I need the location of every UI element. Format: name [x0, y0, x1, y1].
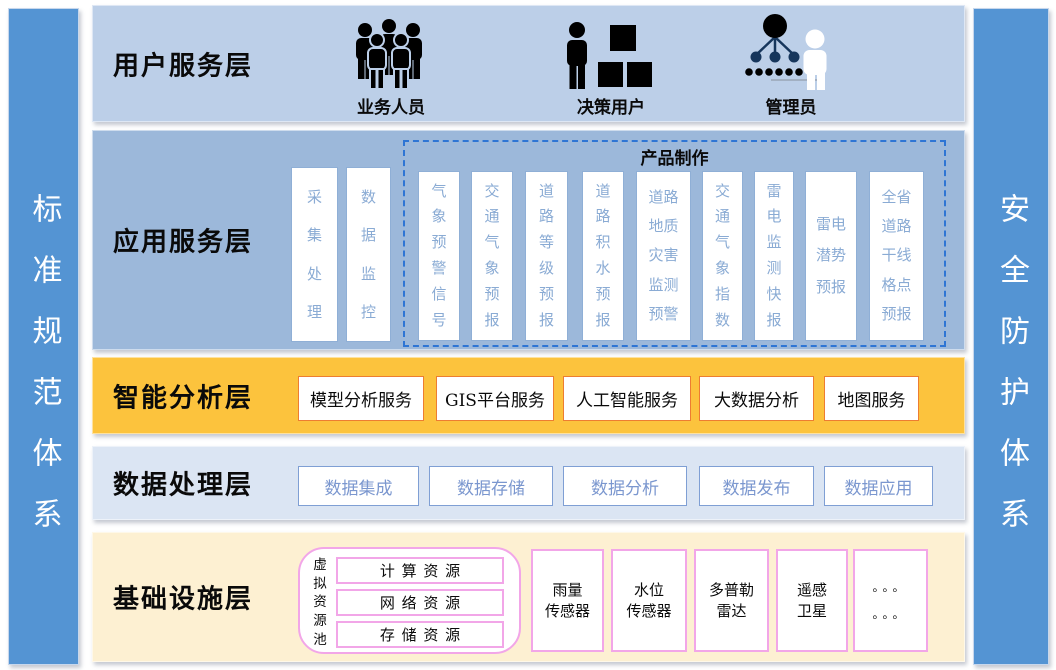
- device-water-level-sensor: 水位 传感器: [611, 549, 687, 652]
- role-decision-user: 决策用户: [556, 12, 666, 118]
- app-item-data-monitor: 数 据 监 控: [346, 167, 391, 342]
- resource-item-network: 网络资源: [336, 589, 504, 616]
- layer-data-processing-label: 数据处理层: [113, 470, 254, 501]
- product-item-lightning-monitor-report: 雷 电 监 测 快 报: [754, 171, 794, 341]
- analysis-item-bigdata: 大数据分析: [699, 376, 814, 421]
- virtual-resource-pool-label: 虚 拟 资 源 池: [313, 557, 327, 648]
- device-remote-sensing-satellite: 遥感 卫星: [776, 549, 848, 652]
- role-business-staff-label: 业务人员: [357, 98, 425, 118]
- data-item-application: 数据应用: [824, 466, 933, 506]
- data-item-publish: 数据发布: [699, 466, 814, 506]
- product-item-lightning-potential-forecast: 雷电 潜势 预报: [805, 171, 857, 341]
- analysis-item-ai-service: 人工智能服务: [563, 376, 691, 421]
- layer-app-service-label: 应用服务层: [113, 227, 254, 258]
- layer-analysis-label: 智能分析层: [113, 383, 254, 413]
- data-item-integration: 数据集成: [298, 466, 419, 506]
- left-pillar: 标准规范体系: [8, 8, 79, 665]
- right-pillar-label: 安全防护体系: [994, 192, 1029, 559]
- app-item-collect-process: 采 集 处 理: [291, 167, 338, 342]
- layer-app-service: 应用服务层 采 集 处 理 数 据 监 控 产品制作 气 象 预 警 信 号 交…: [92, 130, 965, 350]
- device-doppler-radar: 多普勒 雷达: [694, 549, 769, 652]
- role-admin: 管理员: [736, 12, 846, 118]
- layer-analysis: 智能分析层 模型分析服务 GIS平台服务 人工智能服务 大数据分析 地图服务: [92, 357, 965, 434]
- device-rain-sensor: 雨量 传感器: [531, 549, 604, 652]
- product-group: 产品制作 气 象 预 警 信 号 交 通 气 象 预 报 道 路 等 级 预 报…: [403, 140, 946, 347]
- product-item-road-geo-disaster-warning: 道路 地质 灾害 监测 预警: [636, 171, 691, 341]
- resource-item-compute: 计算资源: [336, 557, 504, 584]
- layer-user-service: 用户服务层 业务人员: [92, 5, 965, 122]
- role-admin-label: 管理员: [765, 98, 817, 118]
- device-more-ellipsis: 。。。 。。。: [853, 549, 928, 652]
- layer-data-processing: 数据处理层 数据集成 数据存储 数据分析 数据发布 数据应用: [92, 446, 965, 520]
- admin-hierarchy-icon: [745, 14, 827, 90]
- layer-user-service-label: 用户服务层: [113, 51, 254, 81]
- resource-item-storage: 存储资源: [336, 621, 504, 648]
- layer-infrastructure: 基础设施层 虚 拟 资 源 池 计算资源 网络资源 存储资源 雨量 传感器 水位…: [92, 532, 965, 662]
- analysis-item-model-service: 模型分析服务: [298, 376, 424, 421]
- left-pillar-label: 标准规范体系: [26, 192, 62, 559]
- role-decision-user-label: 决策用户: [577, 98, 645, 118]
- product-item-traffic-weather-forecast: 交 通 气 象 预 报: [471, 171, 513, 341]
- data-item-storage: 数据存储: [429, 466, 553, 506]
- role-business-staff: 业务人员: [336, 12, 446, 118]
- analysis-item-gis-service: GIS平台服务: [436, 376, 554, 421]
- analysis-item-map-service: 地图服务: [824, 376, 919, 421]
- product-item-road-grade-forecast: 道 路 等 级 预 报: [525, 171, 568, 341]
- virtual-resource-pool: 虚 拟 资 源 池 计算资源 网络资源 存储资源: [298, 547, 521, 654]
- right-pillar: 安全防护体系: [973, 8, 1049, 665]
- product-item-province-road-grid-forecast: 全省 道路 干线 格点 预报: [869, 171, 924, 341]
- data-item-analysis: 数据分析: [563, 466, 687, 506]
- product-group-title: 产品制作: [640, 149, 709, 169]
- product-item-traffic-weather-index: 交 通 气 象 指 数: [702, 171, 743, 341]
- people-group-icon: [356, 19, 422, 90]
- product-item-road-water-forecast: 道 路 积 水 预 报: [582, 171, 624, 341]
- product-item-weather-warning-signal: 气 象 预 警 信 号: [418, 171, 460, 341]
- decision-user-icon: [567, 22, 652, 89]
- layer-infrastructure-label: 基础设施层: [113, 584, 254, 615]
